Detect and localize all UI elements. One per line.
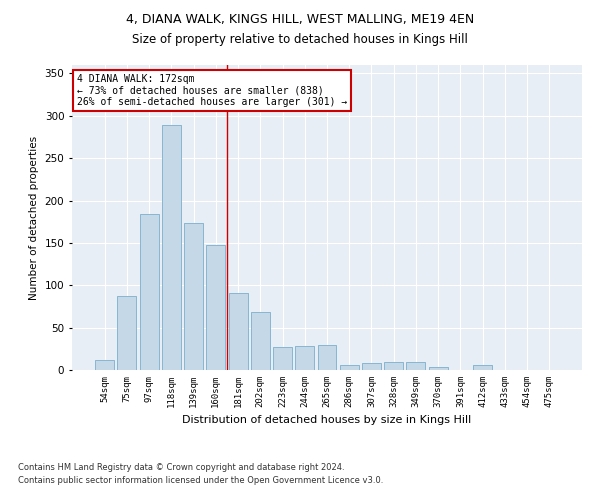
Bar xyxy=(273,347,292,370)
Bar xyxy=(340,365,359,370)
Bar xyxy=(406,362,425,370)
Text: 4 DIANA WALK: 172sqm
← 73% of detached houses are smaller (838)
26% of semi-deta: 4 DIANA WALK: 172sqm ← 73% of detached h… xyxy=(77,74,347,108)
Text: Contains public sector information licensed under the Open Government Licence v3: Contains public sector information licen… xyxy=(18,476,383,485)
Bar xyxy=(429,368,448,370)
Bar xyxy=(162,125,181,370)
Bar xyxy=(184,222,203,370)
Bar xyxy=(473,365,492,370)
Text: Contains HM Land Registry data © Crown copyright and database right 2024.: Contains HM Land Registry data © Crown c… xyxy=(18,464,344,472)
Text: 4, DIANA WALK, KINGS HILL, WEST MALLING, ME19 4EN: 4, DIANA WALK, KINGS HILL, WEST MALLING,… xyxy=(126,12,474,26)
Bar xyxy=(251,312,270,370)
Bar xyxy=(317,344,337,370)
Bar xyxy=(384,362,403,370)
Bar xyxy=(118,296,136,370)
Bar xyxy=(140,214,158,370)
Bar xyxy=(95,360,114,370)
Y-axis label: Number of detached properties: Number of detached properties xyxy=(29,136,39,300)
Text: Size of property relative to detached houses in Kings Hill: Size of property relative to detached ho… xyxy=(132,32,468,46)
Bar xyxy=(229,293,248,370)
X-axis label: Distribution of detached houses by size in Kings Hill: Distribution of detached houses by size … xyxy=(182,416,472,426)
Bar xyxy=(362,363,381,370)
Bar xyxy=(206,244,225,370)
Bar xyxy=(295,346,314,370)
